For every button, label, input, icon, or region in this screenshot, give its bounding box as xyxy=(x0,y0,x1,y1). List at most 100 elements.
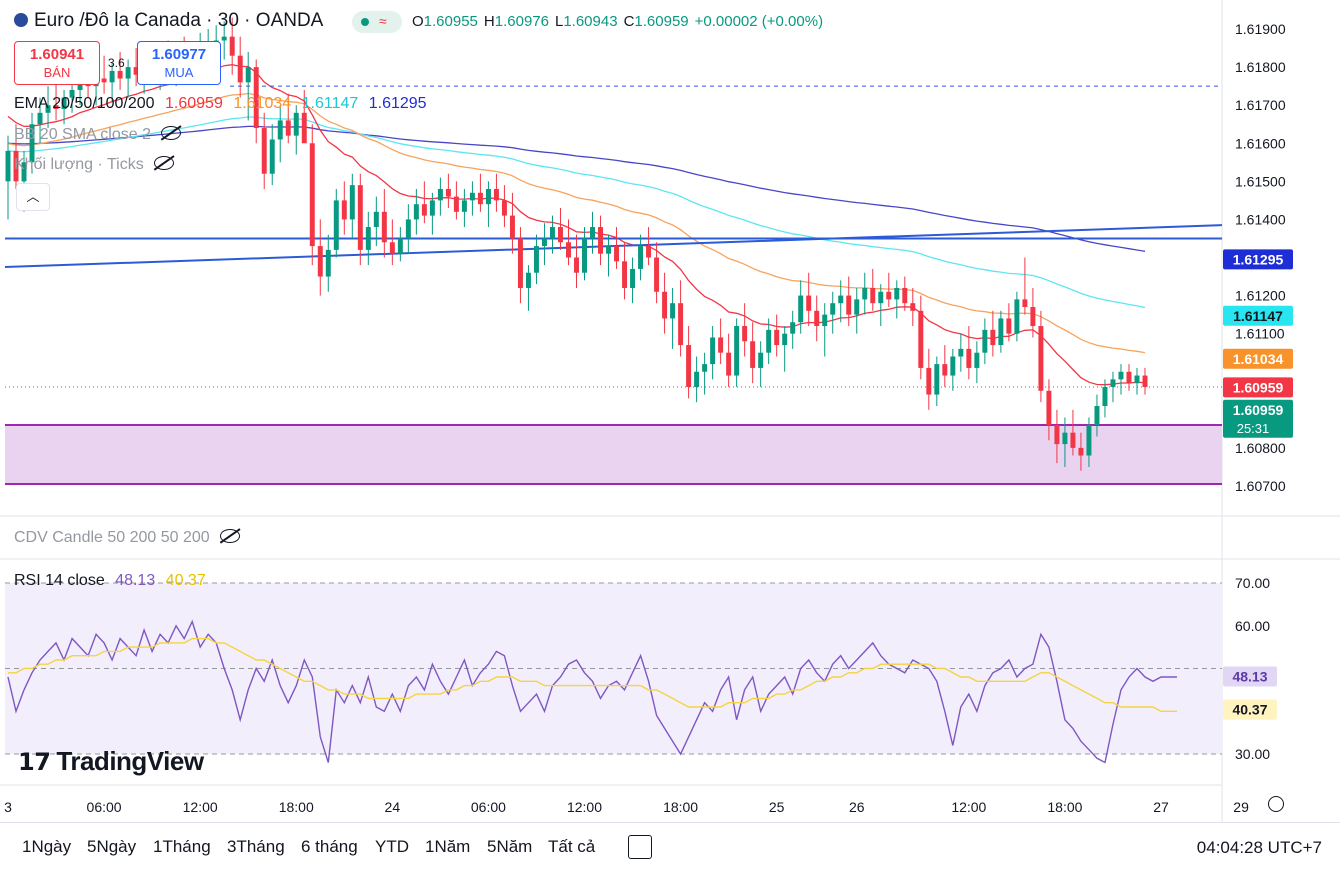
timeframe-button[interactable]: YTD xyxy=(375,837,409,856)
ema100-line[interactable] xyxy=(7,116,1146,309)
candle-body[interactable] xyxy=(13,150,19,182)
candle-body[interactable] xyxy=(1142,375,1148,387)
candle-body[interactable] xyxy=(862,287,868,300)
candle-body[interactable] xyxy=(293,112,299,136)
candle-body[interactable] xyxy=(574,257,579,273)
candle-body[interactable] xyxy=(598,227,604,254)
candle-body[interactable] xyxy=(533,246,539,273)
candle-body[interactable] xyxy=(269,139,275,174)
candle-body[interactable] xyxy=(822,314,828,327)
candle-body[interactable] xyxy=(950,356,956,376)
price-label-badge[interactable] xyxy=(1223,305,1293,326)
candle-body[interactable] xyxy=(966,348,972,368)
tradingview-logo[interactable]: 𝟭𝟳 TradingView xyxy=(18,746,204,777)
candle-body[interactable] xyxy=(790,322,796,334)
candle-body[interactable] xyxy=(525,272,531,288)
candle-body[interactable] xyxy=(397,238,403,254)
candle-body[interactable] xyxy=(221,36,227,41)
candle-body[interactable] xyxy=(558,227,563,243)
candle-body[interactable] xyxy=(501,200,507,216)
ema200-line[interactable] xyxy=(7,125,1146,252)
candle-body[interactable] xyxy=(1038,326,1044,391)
timeframe-button[interactable]: Tất cả xyxy=(548,837,596,856)
candle-body[interactable] xyxy=(870,287,876,304)
timeframe-button[interactable]: 6 tháng xyxy=(301,837,358,856)
candle-body[interactable] xyxy=(445,188,451,197)
candle-body[interactable] xyxy=(614,246,620,262)
hidden-eye-icon[interactable] xyxy=(160,126,181,140)
candle-body[interactable] xyxy=(678,303,684,346)
rsi-legend[interactable]: RSI 14 close 48.13 40.37 xyxy=(14,572,206,590)
timeframe-button[interactable]: 1Năm xyxy=(425,837,471,856)
ema50-line[interactable] xyxy=(7,92,1146,354)
candle-body[interactable] xyxy=(1134,375,1140,384)
candle-body[interactable] xyxy=(726,352,732,376)
volume-legend[interactable]: Khối lượng · Ticks xyxy=(14,156,174,174)
candle-body[interactable] xyxy=(1126,371,1132,384)
bb-legend[interactable]: BB 20 SMA close 2 xyxy=(14,126,181,144)
hidden-eye-icon[interactable] xyxy=(153,156,174,170)
candle-body[interactable] xyxy=(541,238,547,247)
candle-body[interactable] xyxy=(357,185,363,250)
candle-body[interactable] xyxy=(1006,318,1012,334)
candle-body[interactable] xyxy=(686,345,692,387)
candle-body[interactable] xyxy=(926,367,932,395)
candle-body[interactable] xyxy=(333,200,339,250)
candle-body[interactable] xyxy=(638,246,644,269)
candle-body[interactable] xyxy=(854,299,860,315)
candle-body[interactable] xyxy=(325,249,331,277)
candle-body[interactable] xyxy=(806,295,812,311)
candle-body[interactable] xyxy=(974,352,980,368)
candle-body[interactable] xyxy=(766,329,772,353)
rising-trendline[interactable] xyxy=(4,224,1223,269)
candle-body[interactable] xyxy=(1094,406,1100,426)
candle-body[interactable] xyxy=(117,70,123,79)
candle-body[interactable] xyxy=(1110,379,1116,387)
candle-body[interactable] xyxy=(53,105,59,109)
candle-body[interactable] xyxy=(894,287,900,300)
candle-body[interactable] xyxy=(838,295,844,304)
candle-body[interactable] xyxy=(509,215,515,239)
candle-body[interactable] xyxy=(277,120,283,140)
candle-body[interactable] xyxy=(934,364,940,395)
candle-body[interactable] xyxy=(910,303,916,311)
candle-body[interactable] xyxy=(1070,432,1076,448)
candle-body[interactable] xyxy=(1046,390,1052,426)
candle-body[interactable] xyxy=(381,211,387,243)
candle-body[interactable] xyxy=(437,188,443,201)
candle-body[interactable] xyxy=(1014,299,1020,334)
candle-body[interactable] xyxy=(253,67,259,129)
candle-body[interactable] xyxy=(742,326,748,342)
candle-body[interactable] xyxy=(566,242,571,258)
candle-body[interactable] xyxy=(942,364,948,376)
calendar-range-icon[interactable] xyxy=(628,835,652,859)
price-label-badge[interactable] xyxy=(1223,377,1293,398)
candle-body[interactable] xyxy=(774,329,780,346)
candle-body[interactable] xyxy=(1062,432,1068,445)
candle-body[interactable] xyxy=(229,36,235,56)
candle-body[interactable] xyxy=(702,364,708,372)
candle-body[interactable] xyxy=(21,162,27,182)
candle-body[interactable] xyxy=(1030,307,1036,327)
rsi-line[interactable] xyxy=(7,619,1177,764)
timeframe-button[interactable]: 1Ngày xyxy=(22,837,72,856)
candle-body[interactable] xyxy=(662,291,668,319)
candle-body[interactable] xyxy=(237,55,243,83)
rsi-value-badge[interactable] xyxy=(1223,699,1277,720)
candle-body[interactable] xyxy=(125,67,131,79)
candle-body[interactable] xyxy=(958,348,964,357)
candle-body[interactable] xyxy=(101,78,107,83)
timeframe-button[interactable]: 1Tháng xyxy=(153,837,211,856)
candle-body[interactable] xyxy=(814,310,820,327)
candle-body[interactable] xyxy=(285,120,291,136)
rsi-value-badge[interactable] xyxy=(1223,666,1277,687)
symbol-title[interactable]: Euro /Đô la Canada · 30 · OANDA xyxy=(14,10,323,32)
candle-body[interactable] xyxy=(461,200,467,212)
price-label-badge[interactable] xyxy=(1223,348,1293,369)
cdv-legend[interactable]: CDV Candle 50 200 50 200 xyxy=(14,529,240,547)
candle-body[interactable] xyxy=(630,268,636,288)
candle-body[interactable] xyxy=(301,112,307,144)
candle-body[interactable] xyxy=(109,70,115,83)
candle-body[interactable] xyxy=(670,303,676,319)
